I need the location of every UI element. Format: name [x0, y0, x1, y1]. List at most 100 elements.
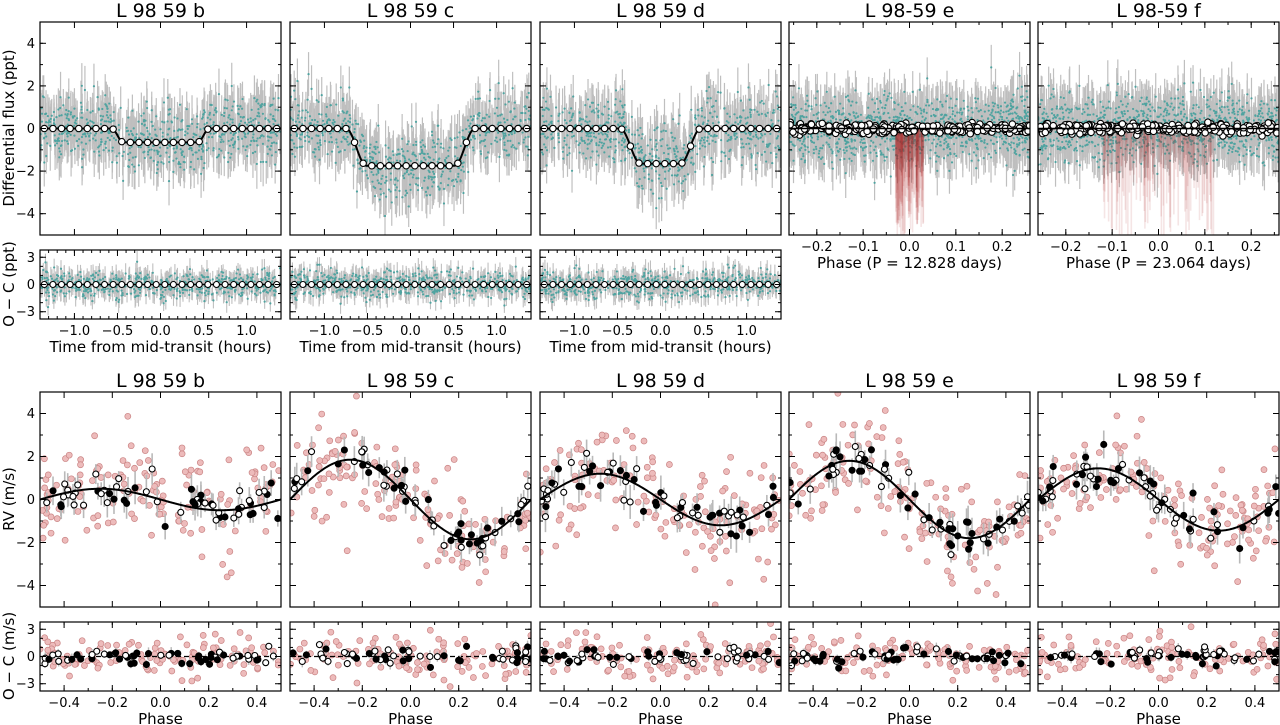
data-point [153, 149, 156, 152]
data-point [234, 276, 238, 280]
data-point [188, 125, 191, 128]
data-point [384, 155, 388, 158]
data-point [269, 113, 272, 116]
data-point [368, 152, 371, 155]
data-point [169, 108, 172, 111]
data-point [249, 143, 252, 146]
data-point [449, 170, 452, 173]
data-point [423, 145, 427, 148]
data-point [513, 146, 516, 149]
data-point [319, 143, 322, 147]
data-point [357, 162, 360, 165]
data-point [306, 131, 309, 134]
data-point [478, 124, 481, 127]
y-tick-label: −4 [16, 207, 35, 222]
y-tick-label: 2 [27, 79, 35, 94]
data-point [79, 279, 83, 282]
data-point [82, 293, 85, 296]
data-point [508, 290, 511, 293]
data-point [341, 122, 344, 126]
data-point [244, 148, 247, 152]
data-point [237, 108, 240, 111]
data-point [227, 116, 230, 119]
data-point [267, 139, 270, 142]
data-point [164, 288, 167, 291]
data-point [467, 170, 470, 174]
data-point [383, 214, 387, 218]
data-point [238, 273, 242, 276]
data-point [420, 186, 424, 190]
data-point [510, 133, 514, 136]
data-point [502, 117, 506, 120]
data-point [165, 277, 168, 281]
data-point [99, 119, 103, 122]
data-point [524, 118, 527, 122]
data-point [431, 176, 434, 179]
data-point [215, 111, 218, 114]
data-point [335, 141, 338, 144]
data-point [163, 121, 166, 124]
binned-point [342, 124, 350, 133]
data-point [274, 108, 277, 111]
data-point [241, 293, 244, 297]
data-point [115, 276, 118, 279]
data-point [111, 149, 114, 152]
transit-resid-panel-1-plot [40, 251, 281, 316]
data-point [221, 278, 225, 281]
data-point [112, 277, 115, 280]
data-point [358, 167, 361, 170]
data-point [40, 144, 43, 147]
data-point [74, 119, 77, 122]
data-point [80, 141, 83, 144]
binned-point [497, 124, 505, 133]
data-point [97, 289, 100, 292]
data-point [93, 294, 96, 297]
data-point [219, 140, 222, 144]
data-point [154, 133, 157, 136]
data-point [134, 136, 138, 139]
data-point [183, 155, 186, 158]
data-point [493, 112, 497, 115]
data-point [105, 120, 108, 123]
data-point [129, 129, 133, 133]
data-point [335, 138, 338, 141]
data-point [66, 123, 69, 126]
data-point [405, 192, 409, 195]
data-point [507, 100, 510, 103]
data-point [127, 153, 130, 156]
data-point [331, 121, 334, 125]
binned-point [488, 124, 497, 133]
data-point [266, 135, 269, 138]
binned-point [264, 280, 272, 289]
data-point [431, 146, 434, 149]
data-point [469, 122, 472, 125]
data-point [488, 115, 491, 118]
data-point [78, 138, 81, 141]
data-point [395, 186, 398, 189]
data-point [91, 273, 95, 276]
data-point [223, 290, 226, 293]
data-point [97, 146, 100, 149]
data-point [330, 150, 334, 153]
data-point [67, 132, 70, 135]
data-point [88, 139, 91, 142]
data-point [137, 164, 140, 167]
data-point [162, 101, 166, 104]
data-point [330, 136, 333, 139]
data-point [243, 135, 246, 138]
data-point [177, 161, 180, 164]
data-point [379, 182, 383, 186]
data-point [158, 146, 162, 149]
data-point [180, 153, 184, 157]
data-point [84, 287, 87, 291]
data-point [150, 120, 153, 123]
data-point [67, 279, 70, 282]
data-point [329, 104, 332, 107]
data-point [263, 289, 266, 292]
data-point [207, 276, 210, 279]
data-point [224, 277, 228, 280]
data-point [313, 148, 316, 151]
data-point [225, 301, 228, 304]
data-point [127, 116, 130, 119]
data-point [207, 136, 210, 139]
